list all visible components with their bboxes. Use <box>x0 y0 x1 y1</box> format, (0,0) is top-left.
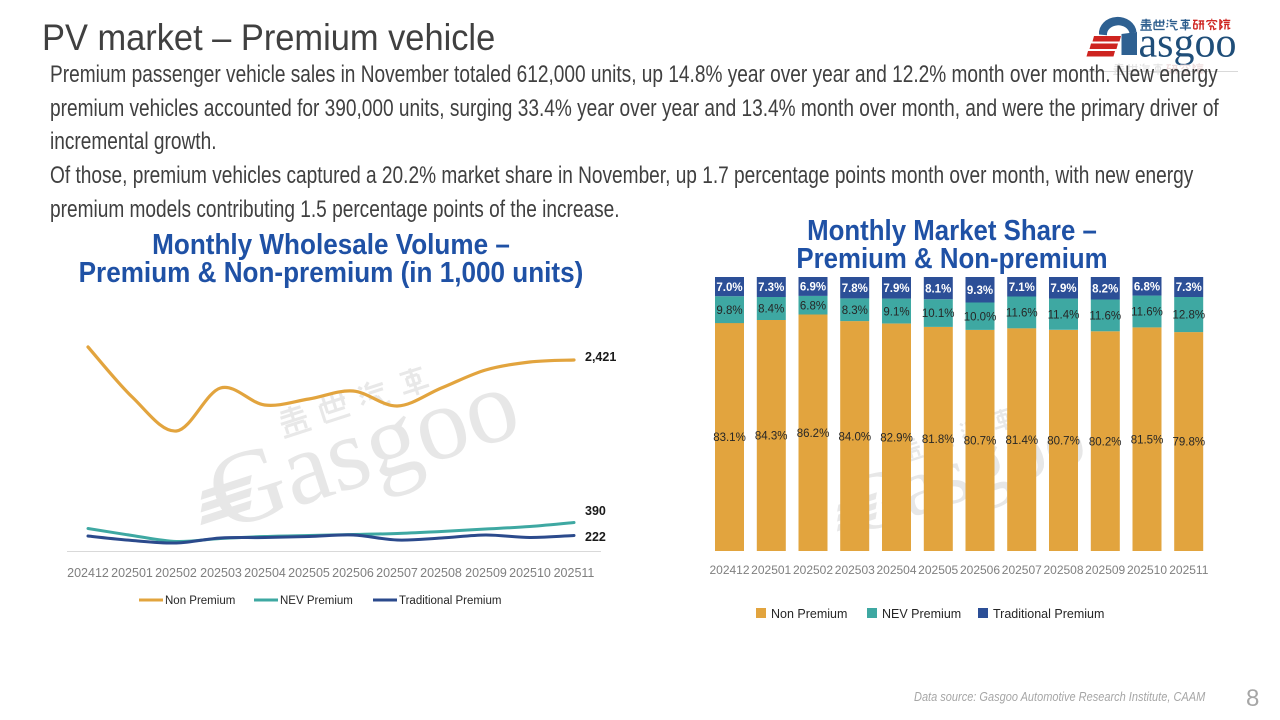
svg-text:81.4%: 81.4% <box>1005 435 1038 447</box>
svg-text:8.3%: 8.3% <box>842 305 868 317</box>
svg-text:202506: 202506 <box>960 563 1000 577</box>
svg-text:202507: 202507 <box>376 566 418 580</box>
svg-text:6.8%: 6.8% <box>1134 282 1160 294</box>
svg-text:8.4%: 8.4% <box>758 304 784 316</box>
svg-text:11.6%: 11.6% <box>1089 311 1121 323</box>
svg-text:81.8%: 81.8% <box>922 434 955 446</box>
svg-text:Traditional Premium: Traditional Premium <box>993 607 1104 621</box>
svg-text:202505: 202505 <box>918 563 958 577</box>
svg-text:7.0%: 7.0% <box>716 282 742 294</box>
svg-text:202508: 202508 <box>420 566 462 580</box>
svg-text:202412: 202412 <box>709 563 749 577</box>
svg-text:202505: 202505 <box>288 566 330 580</box>
svg-text:80.2%: 80.2% <box>1089 436 1122 448</box>
svg-text:7.1%: 7.1% <box>1009 282 1035 294</box>
svg-text:202509: 202509 <box>1085 563 1125 577</box>
svg-text:80.7%: 80.7% <box>1047 436 1080 448</box>
svg-text:202506: 202506 <box>332 566 374 580</box>
svg-text:79.8%: 79.8% <box>1172 437 1205 449</box>
svg-text:202508: 202508 <box>1043 563 1083 577</box>
svg-text:10.1%: 10.1% <box>922 308 955 320</box>
svg-text:12.8%: 12.8% <box>1172 310 1205 322</box>
svg-text:202502: 202502 <box>793 563 833 577</box>
svg-text:11.6%: 11.6% <box>1006 308 1038 320</box>
svg-text:81.5%: 81.5% <box>1131 434 1164 446</box>
svg-text:202502: 202502 <box>155 566 197 580</box>
svg-text:202503: 202503 <box>835 563 875 577</box>
svg-text:83.1%: 83.1% <box>713 432 746 444</box>
svg-text:202510: 202510 <box>1127 563 1167 577</box>
svg-text:82.9%: 82.9% <box>880 433 913 445</box>
svg-text:202511: 202511 <box>1169 563 1208 577</box>
svg-text:NEV Premium: NEV Premium <box>882 607 961 621</box>
svg-text:202507: 202507 <box>1002 563 1042 577</box>
svg-text:6.8%: 6.8% <box>800 300 826 312</box>
svg-text:7.9%: 7.9% <box>883 283 909 295</box>
svg-text:11.4%: 11.4% <box>1048 310 1080 322</box>
svg-text:2,421: 2,421 <box>585 350 616 364</box>
svg-text:6.9%: 6.9% <box>800 282 826 294</box>
svg-text:84.3%: 84.3% <box>755 431 788 443</box>
svg-text:202503: 202503 <box>200 566 242 580</box>
svg-text:202509: 202509 <box>465 566 507 580</box>
svg-text:7.3%: 7.3% <box>758 282 784 294</box>
svg-text:9.1%: 9.1% <box>883 306 909 318</box>
svg-text:86.2%: 86.2% <box>797 428 830 440</box>
svg-text:Non Premium: Non Premium <box>165 595 235 607</box>
svg-text:84.0%: 84.0% <box>838 431 871 443</box>
svg-text:7.3%: 7.3% <box>1176 282 1202 294</box>
svg-text:202504: 202504 <box>876 563 916 577</box>
svg-text:202504: 202504 <box>244 566 286 580</box>
svg-text:202510: 202510 <box>509 566 551 580</box>
svg-text:9.8%: 9.8% <box>716 305 742 317</box>
svg-text:202501: 202501 <box>111 566 153 580</box>
svg-text:Non Premium: Non Premium <box>771 607 847 621</box>
svg-text:80.7%: 80.7% <box>964 436 997 448</box>
svg-text:222: 222 <box>585 530 606 544</box>
svg-text:10.0%: 10.0% <box>964 311 997 323</box>
svg-text:7.9%: 7.9% <box>1050 283 1076 295</box>
svg-text:NEV Premium: NEV Premium <box>280 595 353 607</box>
svg-text:390: 390 <box>585 504 606 518</box>
svg-text:202511: 202511 <box>554 566 595 580</box>
svg-text:202412: 202412 <box>67 566 109 580</box>
svg-text:9.3%: 9.3% <box>967 285 993 297</box>
svg-text:Traditional Premium: Traditional Premium <box>399 595 501 607</box>
svg-text:11.6%: 11.6% <box>1131 307 1163 319</box>
svg-text:202501: 202501 <box>751 563 791 577</box>
svg-text:7.8%: 7.8% <box>842 283 868 295</box>
svg-text:8.1%: 8.1% <box>925 283 951 295</box>
svg-text:8.2%: 8.2% <box>1092 283 1118 295</box>
